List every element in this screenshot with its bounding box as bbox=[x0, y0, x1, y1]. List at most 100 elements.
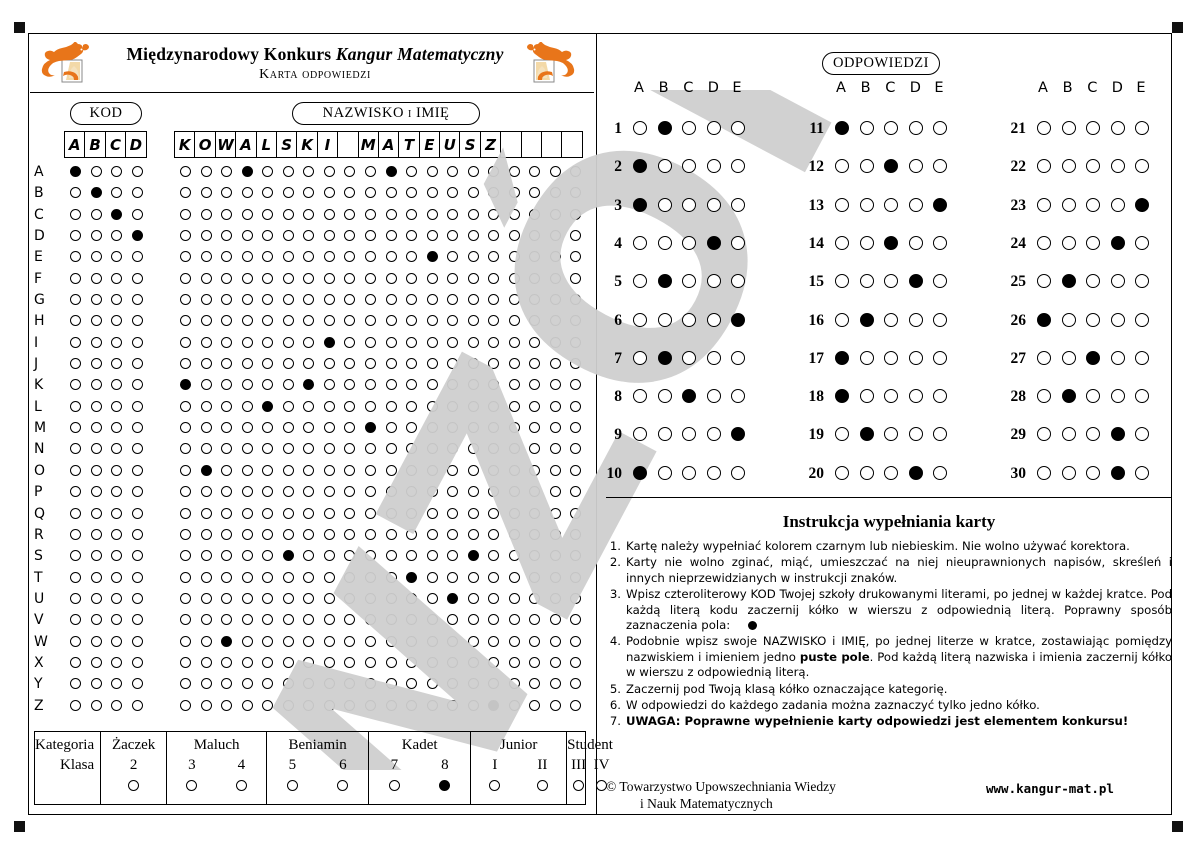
name-bubble[interactable] bbox=[364, 464, 376, 476]
name-bubble[interactable] bbox=[570, 699, 582, 711]
answer-bubble[interactable] bbox=[884, 197, 899, 212]
name-bubble[interactable] bbox=[262, 379, 274, 391]
name-bubble[interactable] bbox=[241, 464, 253, 476]
answer-bubble[interactable] bbox=[1086, 197, 1101, 212]
name-bubble[interactable] bbox=[447, 571, 459, 583]
name-bubble[interactable] bbox=[241, 208, 253, 220]
name-bubble[interactable] bbox=[549, 208, 561, 220]
answer-bubble[interactable] bbox=[1061, 465, 1076, 480]
kod-bubble[interactable] bbox=[111, 678, 123, 690]
name-bubble[interactable] bbox=[426, 656, 438, 668]
name-bubble[interactable] bbox=[549, 379, 561, 391]
name-bubble[interactable] bbox=[303, 614, 315, 626]
name-bubble[interactable] bbox=[467, 464, 479, 476]
name-letter-cell[interactable] bbox=[542, 132, 563, 157]
name-bubble[interactable] bbox=[303, 272, 315, 284]
category-class-column[interactable]: 2 bbox=[101, 755, 166, 804]
name-bubble[interactable] bbox=[529, 336, 541, 348]
answer-bubble[interactable] bbox=[835, 465, 849, 480]
kod-bubble[interactable] bbox=[90, 336, 102, 348]
name-bubble[interactable] bbox=[385, 635, 397, 647]
name-bubble[interactable] bbox=[406, 464, 418, 476]
name-bubble[interactable] bbox=[241, 656, 253, 668]
kod-bubble[interactable] bbox=[131, 592, 143, 604]
kod-bubble[interactable] bbox=[70, 486, 81, 498]
name-bubble[interactable] bbox=[467, 315, 479, 327]
kod-bubble[interactable] bbox=[70, 336, 81, 348]
name-bubble[interactable] bbox=[344, 443, 356, 455]
answer-bubble[interactable] bbox=[908, 350, 923, 365]
name-bubble[interactable] bbox=[467, 486, 479, 498]
name-bubble[interactable] bbox=[221, 464, 233, 476]
answer-bubble[interactable] bbox=[682, 427, 697, 442]
answer-bubble[interactable] bbox=[884, 389, 899, 404]
name-bubble[interactable] bbox=[385, 656, 397, 668]
name-bubble[interactable] bbox=[549, 614, 561, 626]
name-bubble[interactable] bbox=[549, 550, 561, 562]
name-bubble[interactable] bbox=[364, 614, 376, 626]
answer-bubble[interactable] bbox=[682, 159, 697, 174]
name-bubble[interactable] bbox=[426, 507, 438, 519]
kod-bubble[interactable] bbox=[131, 336, 143, 348]
name-bubble[interactable] bbox=[549, 571, 561, 583]
answer-bubble[interactable] bbox=[933, 197, 948, 212]
name-bubble[interactable] bbox=[385, 571, 397, 583]
name-bubble[interactable] bbox=[529, 614, 541, 626]
kod-bubble[interactable] bbox=[111, 443, 123, 455]
name-bubble[interactable] bbox=[549, 486, 561, 498]
name-letter-cell[interactable]: L bbox=[257, 132, 277, 157]
kod-bubble[interactable] bbox=[90, 656, 102, 668]
name-bubble[interactable] bbox=[488, 187, 500, 199]
name-bubble[interactable] bbox=[262, 614, 274, 626]
name-bubble[interactable] bbox=[221, 635, 233, 647]
name-bubble[interactable] bbox=[488, 315, 500, 327]
name-bubble[interactable] bbox=[488, 678, 500, 690]
name-bubble[interactable] bbox=[344, 614, 356, 626]
answer-bubble[interactable] bbox=[1110, 350, 1125, 365]
kod-bubble[interactable] bbox=[90, 272, 102, 284]
answer-bubble[interactable] bbox=[633, 197, 647, 212]
name-bubble[interactable] bbox=[364, 315, 376, 327]
kod-bubble[interactable] bbox=[70, 166, 81, 177]
name-bubble[interactable] bbox=[529, 272, 541, 284]
name-bubble[interactable] bbox=[200, 187, 212, 199]
answer-bubble[interactable] bbox=[633, 427, 647, 442]
answer-bubble[interactable] bbox=[731, 235, 746, 250]
kod-bubble[interactable] bbox=[70, 251, 81, 263]
kod-bubble[interactable] bbox=[70, 422, 81, 434]
name-bubble[interactable] bbox=[488, 592, 500, 604]
kod-bubble[interactable] bbox=[70, 272, 81, 284]
name-bubble[interactable] bbox=[549, 528, 561, 540]
name-bubble[interactable] bbox=[344, 400, 356, 412]
name-bubble[interactable] bbox=[323, 635, 335, 647]
name-bubble[interactable] bbox=[180, 656, 191, 668]
name-bubble[interactable] bbox=[426, 486, 438, 498]
name-bubble[interactable] bbox=[262, 422, 274, 434]
answer-bubble[interactable] bbox=[835, 312, 849, 327]
answer-bubble[interactable] bbox=[933, 159, 948, 174]
kod-bubble[interactable] bbox=[70, 230, 81, 242]
category-bubble[interactable] bbox=[573, 780, 585, 791]
answer-bubble[interactable] bbox=[884, 350, 899, 365]
category-group[interactable]: Student III IV bbox=[567, 732, 613, 804]
name-bubble[interactable] bbox=[447, 187, 459, 199]
name-bubble[interactable] bbox=[364, 400, 376, 412]
name-bubble[interactable] bbox=[200, 614, 212, 626]
answer-bubble[interactable] bbox=[1135, 312, 1150, 327]
name-bubble[interactable] bbox=[570, 486, 582, 498]
name-bubble[interactable] bbox=[447, 678, 459, 690]
kod-bubble[interactable] bbox=[90, 187, 102, 199]
name-bubble[interactable] bbox=[344, 358, 356, 370]
name-bubble[interactable] bbox=[262, 635, 274, 647]
answer-bubble[interactable] bbox=[1037, 312, 1051, 327]
answer-bubble[interactable] bbox=[706, 159, 721, 174]
answer-bubble[interactable] bbox=[884, 159, 899, 174]
name-bubble[interactable] bbox=[200, 166, 212, 177]
answer-bubble[interactable] bbox=[657, 274, 672, 289]
name-bubble[interactable] bbox=[385, 550, 397, 562]
name-bubble[interactable] bbox=[303, 379, 315, 391]
name-bubble[interactable] bbox=[570, 528, 582, 540]
name-bubble[interactable] bbox=[303, 294, 315, 306]
kod-bubble[interactable] bbox=[131, 656, 143, 668]
